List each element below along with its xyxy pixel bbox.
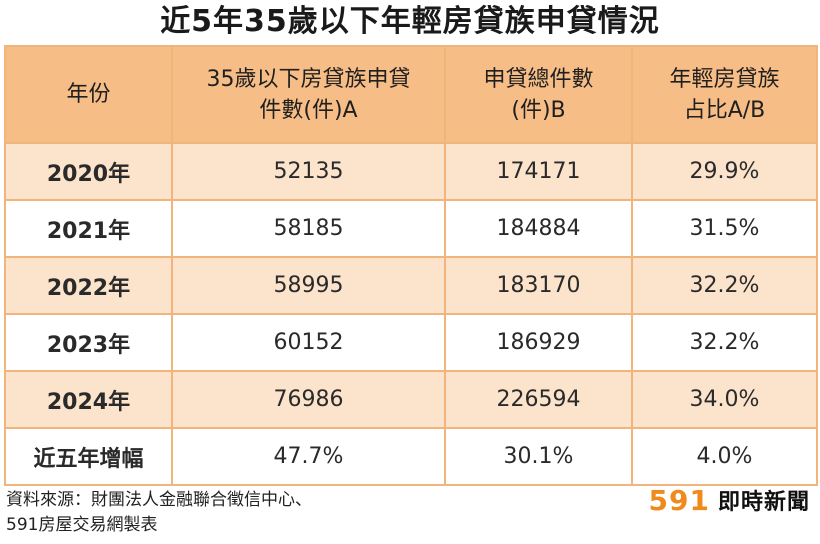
cell-total-applications: 226594 [444,370,633,429]
cell-young-applications: 58995 [171,256,446,315]
header-young-line-1: 35歲以下房貸族申貸 [206,66,411,92]
source-note: 資料來源：財團法人金融聯合徵信中心、 591房屋交易網製表 [6,488,312,538]
cell-young-share: 31.5% [631,199,818,258]
header-young-line-2: 件數(件)A [259,97,358,123]
cell-growth-label: 近五年增幅 [4,427,173,486]
cell-young-share: 34.0% [631,370,818,429]
cell-young-share: 32.2% [631,313,818,372]
table-row: 2023年 60152 186929 32.2% [4,313,818,372]
cell-young-share: 32.2% [631,256,818,315]
header-year-line-1: 年份 [66,82,111,107]
loan-statistics-table: 年份 35歲以下房貸族申貸 件數(件)A 申貸總件數 (件)B 年輕房貸族 占比… [4,45,818,486]
cell-total-applications: 174171 [444,142,633,201]
cell-young-applications: 76986 [171,370,446,429]
cell-year: 2021年 [4,199,173,258]
cell-share-growth: 4.0% [631,427,818,486]
table-row: 2020年 52135 174171 29.9% [4,142,818,201]
header-total-applications: 申貸總件數 (件)B [444,45,633,144]
cell-year: 2022年 [4,256,173,315]
cell-young-share: 29.9% [631,142,818,201]
header-young-applications: 35歲以下房貸族申貸 件數(件)A [171,45,446,144]
header-share-line-2: 占比A/B [683,97,766,123]
cell-total-applications: 186929 [444,313,633,372]
cell-total-applications: 184884 [444,199,633,258]
cell-total-growth: 30.1% [444,427,633,486]
cell-year: 2023年 [4,313,173,372]
table-row: 2024年 76986 226594 34.0% [4,370,818,429]
cell-year: 2024年 [4,370,173,429]
source-line-1: 資料來源：財團法人金融聯合徵信中心、 [6,490,312,510]
header-year: 年份 [4,45,173,144]
table-header-row: 年份 35歲以下房貸族申貸 件數(件)A 申貸總件數 (件)B 年輕房貸族 占比… [4,45,818,144]
header-young-share: 年輕房貸族 占比A/B [631,45,818,144]
table-row: 2021年 58185 184884 31.5% [4,199,818,258]
cell-year: 2020年 [4,142,173,201]
header-total-line-2: (件)B [511,97,566,123]
cell-young-applications: 52135 [171,142,446,201]
brand-text: 即時新聞 [717,490,810,515]
cell-young-applications: 58185 [171,199,446,258]
cell-young-applications: 60152 [171,313,446,372]
page-title: 近5年35歲以下年輕房貸族申貸情況 [160,4,660,39]
header-total-line-1: 申貸總件數 [483,66,594,92]
cell-total-applications: 183170 [444,256,633,315]
brand-logo: 591 即時新聞 [648,483,810,517]
cell-young-growth: 47.7% [171,427,446,486]
five-year-growth-row: 近五年增幅 47.7% 30.1% 4.0% [4,427,818,486]
brand-number: 591 [648,483,710,517]
table-row: 2022年 58995 183170 32.2% [4,256,818,315]
header-share-line-1: 年輕房貸族 [669,66,780,92]
source-line-2: 591房屋交易網製表 [6,515,158,535]
